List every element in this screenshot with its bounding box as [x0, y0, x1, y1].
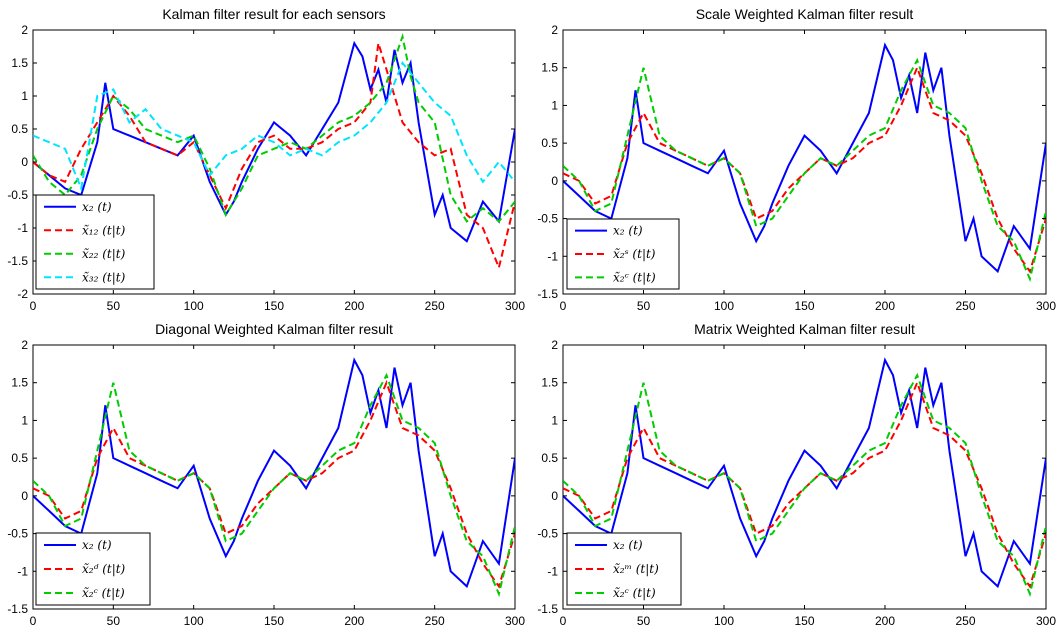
y-tick-label: -1 — [17, 221, 28, 235]
y-tick-label: 1 — [551, 98, 558, 112]
x-tick-label: 100 — [714, 614, 734, 628]
series-line-3 — [33, 372, 515, 598]
x-tick-label: 100 — [714, 299, 734, 313]
y-tick-label: 1.5 — [11, 376, 28, 390]
chart-title: Kalman filter result for each sensors — [162, 6, 385, 22]
legend-entry: x₂ (t) — [613, 538, 643, 552]
y-tick-label: 1 — [21, 413, 28, 427]
x-tick-label: 300 — [1036, 614, 1056, 628]
series-line-4 — [33, 61, 515, 193]
y-tick-label: 1.5 — [11, 56, 28, 70]
subplot-3: Diagonal Weighted Kalman filter result 0 5… — [7, 321, 525, 628]
subplot-4: Matrix Weighted Kalman filter result 0 50 1… — [537, 321, 1056, 628]
x-tick-label: 100 — [184, 614, 204, 628]
y-tick-label: 2 — [551, 338, 558, 352]
x-tick-label: 200 — [344, 299, 364, 313]
y-tick-label: 2 — [21, 338, 28, 352]
x-tick-label: 150 — [264, 299, 284, 313]
x-tick-label: 150 — [264, 614, 284, 628]
y-tick-label: 0 — [21, 489, 28, 503]
y-tick-label: 0.5 — [541, 136, 558, 150]
y-tick-label: -0.5 — [537, 212, 558, 226]
x-tick-label: 0 — [30, 614, 37, 628]
y-tick-label: -2 — [17, 287, 28, 301]
x-tick-label: 50 — [637, 614, 651, 628]
x-tick-label: 300 — [505, 614, 525, 628]
y-tick-label: -1.5 — [7, 602, 28, 616]
y-tick-label: -1.5 — [537, 287, 558, 301]
y-tick-label: 0 — [551, 174, 558, 188]
x-tick-label: 300 — [1036, 299, 1056, 313]
y-tick-label: 0.5 — [11, 451, 28, 465]
y-tick-label: 0.5 — [11, 122, 28, 136]
legend-entry: x̃₂ᶜ (t|t) — [82, 586, 125, 600]
y-tick-label: -0.5 — [7, 188, 28, 202]
series-line-3 — [563, 57, 1046, 283]
plot-area — [32, 344, 516, 610]
x-tick-label: 250 — [425, 299, 445, 313]
legend-entry: x₂ (t) — [613, 224, 643, 238]
series-line-2 — [33, 42, 515, 271]
legend-box — [35, 194, 155, 290]
x-tick-label: 50 — [107, 614, 121, 628]
series-line-2 — [33, 379, 515, 589]
x-tick-label: 0 — [560, 614, 567, 628]
y-tick-label: 1.5 — [541, 61, 558, 75]
y-tick-label: 2 — [21, 23, 28, 37]
y-tick-label: 0.5 — [541, 451, 558, 465]
y-tick-label: -1 — [547, 564, 558, 578]
y-tick-label: 1 — [551, 413, 558, 427]
legend-entry: x̃₃₂ (t|t) — [82, 270, 126, 284]
x-tick-label: 0 — [30, 299, 37, 313]
y-tick-label: -0.5 — [537, 527, 558, 541]
x-tick-label: 150 — [794, 299, 814, 313]
chart-title: Matrix Weighted Kalman filter result — [694, 321, 915, 337]
chart-title: Diagonal Weighted Kalman filter result — [155, 321, 393, 337]
x-tick-label: 50 — [107, 299, 121, 313]
x-tick-label: 100 — [184, 299, 204, 313]
legend-entry: x̃₁₂ (t|t) — [82, 223, 126, 237]
legend-entry: x₂ (t) — [82, 200, 112, 214]
y-tick-label: 1 — [21, 89, 28, 103]
legend: x₂ (t) x̃₂ˢ (t|t) x̃₂ᶜ (t|t) — [566, 218, 680, 290]
series-line-3 — [563, 372, 1046, 598]
legend-entry: x̃₂ᵈ (t|t) — [82, 562, 126, 576]
legend-entry: x̃₂ᶜ (t|t) — [613, 586, 656, 600]
legend-entry: x̃₂ˢ (t|t) — [613, 247, 656, 261]
y-tick-label: -0.5 — [7, 527, 28, 541]
legend-entry: x₂ (t) — [82, 538, 112, 552]
x-tick-label: 200 — [875, 614, 895, 628]
x-tick-label: 150 — [794, 614, 814, 628]
legend: x₂ (t) x̃₂ᵐ (t|t) x̃₂ᶜ (t|t) — [566, 532, 682, 606]
chart-title: Scale Weighted Kalman filter result — [696, 6, 914, 22]
x-tick-label: 200 — [344, 614, 364, 628]
x-tick-label: 250 — [425, 614, 445, 628]
y-tick-label: -1.5 — [7, 254, 28, 268]
y-tick-label: -1 — [17, 564, 28, 578]
y-tick-label: 1.5 — [541, 376, 558, 390]
legend-entry: x̃₂ᵐ (t|t) — [613, 562, 659, 576]
x-tick-label: 0 — [560, 299, 567, 313]
y-tick-label: -1.5 — [537, 602, 558, 616]
legend: x₂ (t) x̃₁₂ (t|t) x̃₂₂ (t|t) x̃₃₂ (t|t) — [35, 194, 155, 290]
subplot-1: Kalman filter result for each sensors 0 50… — [7, 6, 525, 313]
series-line-3 — [33, 32, 515, 223]
y-tick-label: 0 — [21, 155, 28, 169]
x-tick-label: 50 — [637, 299, 651, 313]
x-tick-label: 250 — [955, 299, 975, 313]
x-tick-label: 300 — [505, 299, 525, 313]
x-tick-label: 250 — [955, 614, 975, 628]
legend-entry: x̃₂ᶜ (t|t) — [613, 270, 656, 284]
legend-entry: x̃₂₂ (t|t) — [82, 247, 126, 261]
y-tick-label: -1 — [547, 249, 558, 263]
legend: x₂ (t) x̃₂ᵈ (t|t) x̃₂ᶜ (t|t) — [35, 532, 151, 606]
y-tick-label: 0 — [551, 489, 558, 503]
y-tick-label: 2 — [551, 23, 558, 37]
x-tick-label: 200 — [875, 299, 895, 313]
